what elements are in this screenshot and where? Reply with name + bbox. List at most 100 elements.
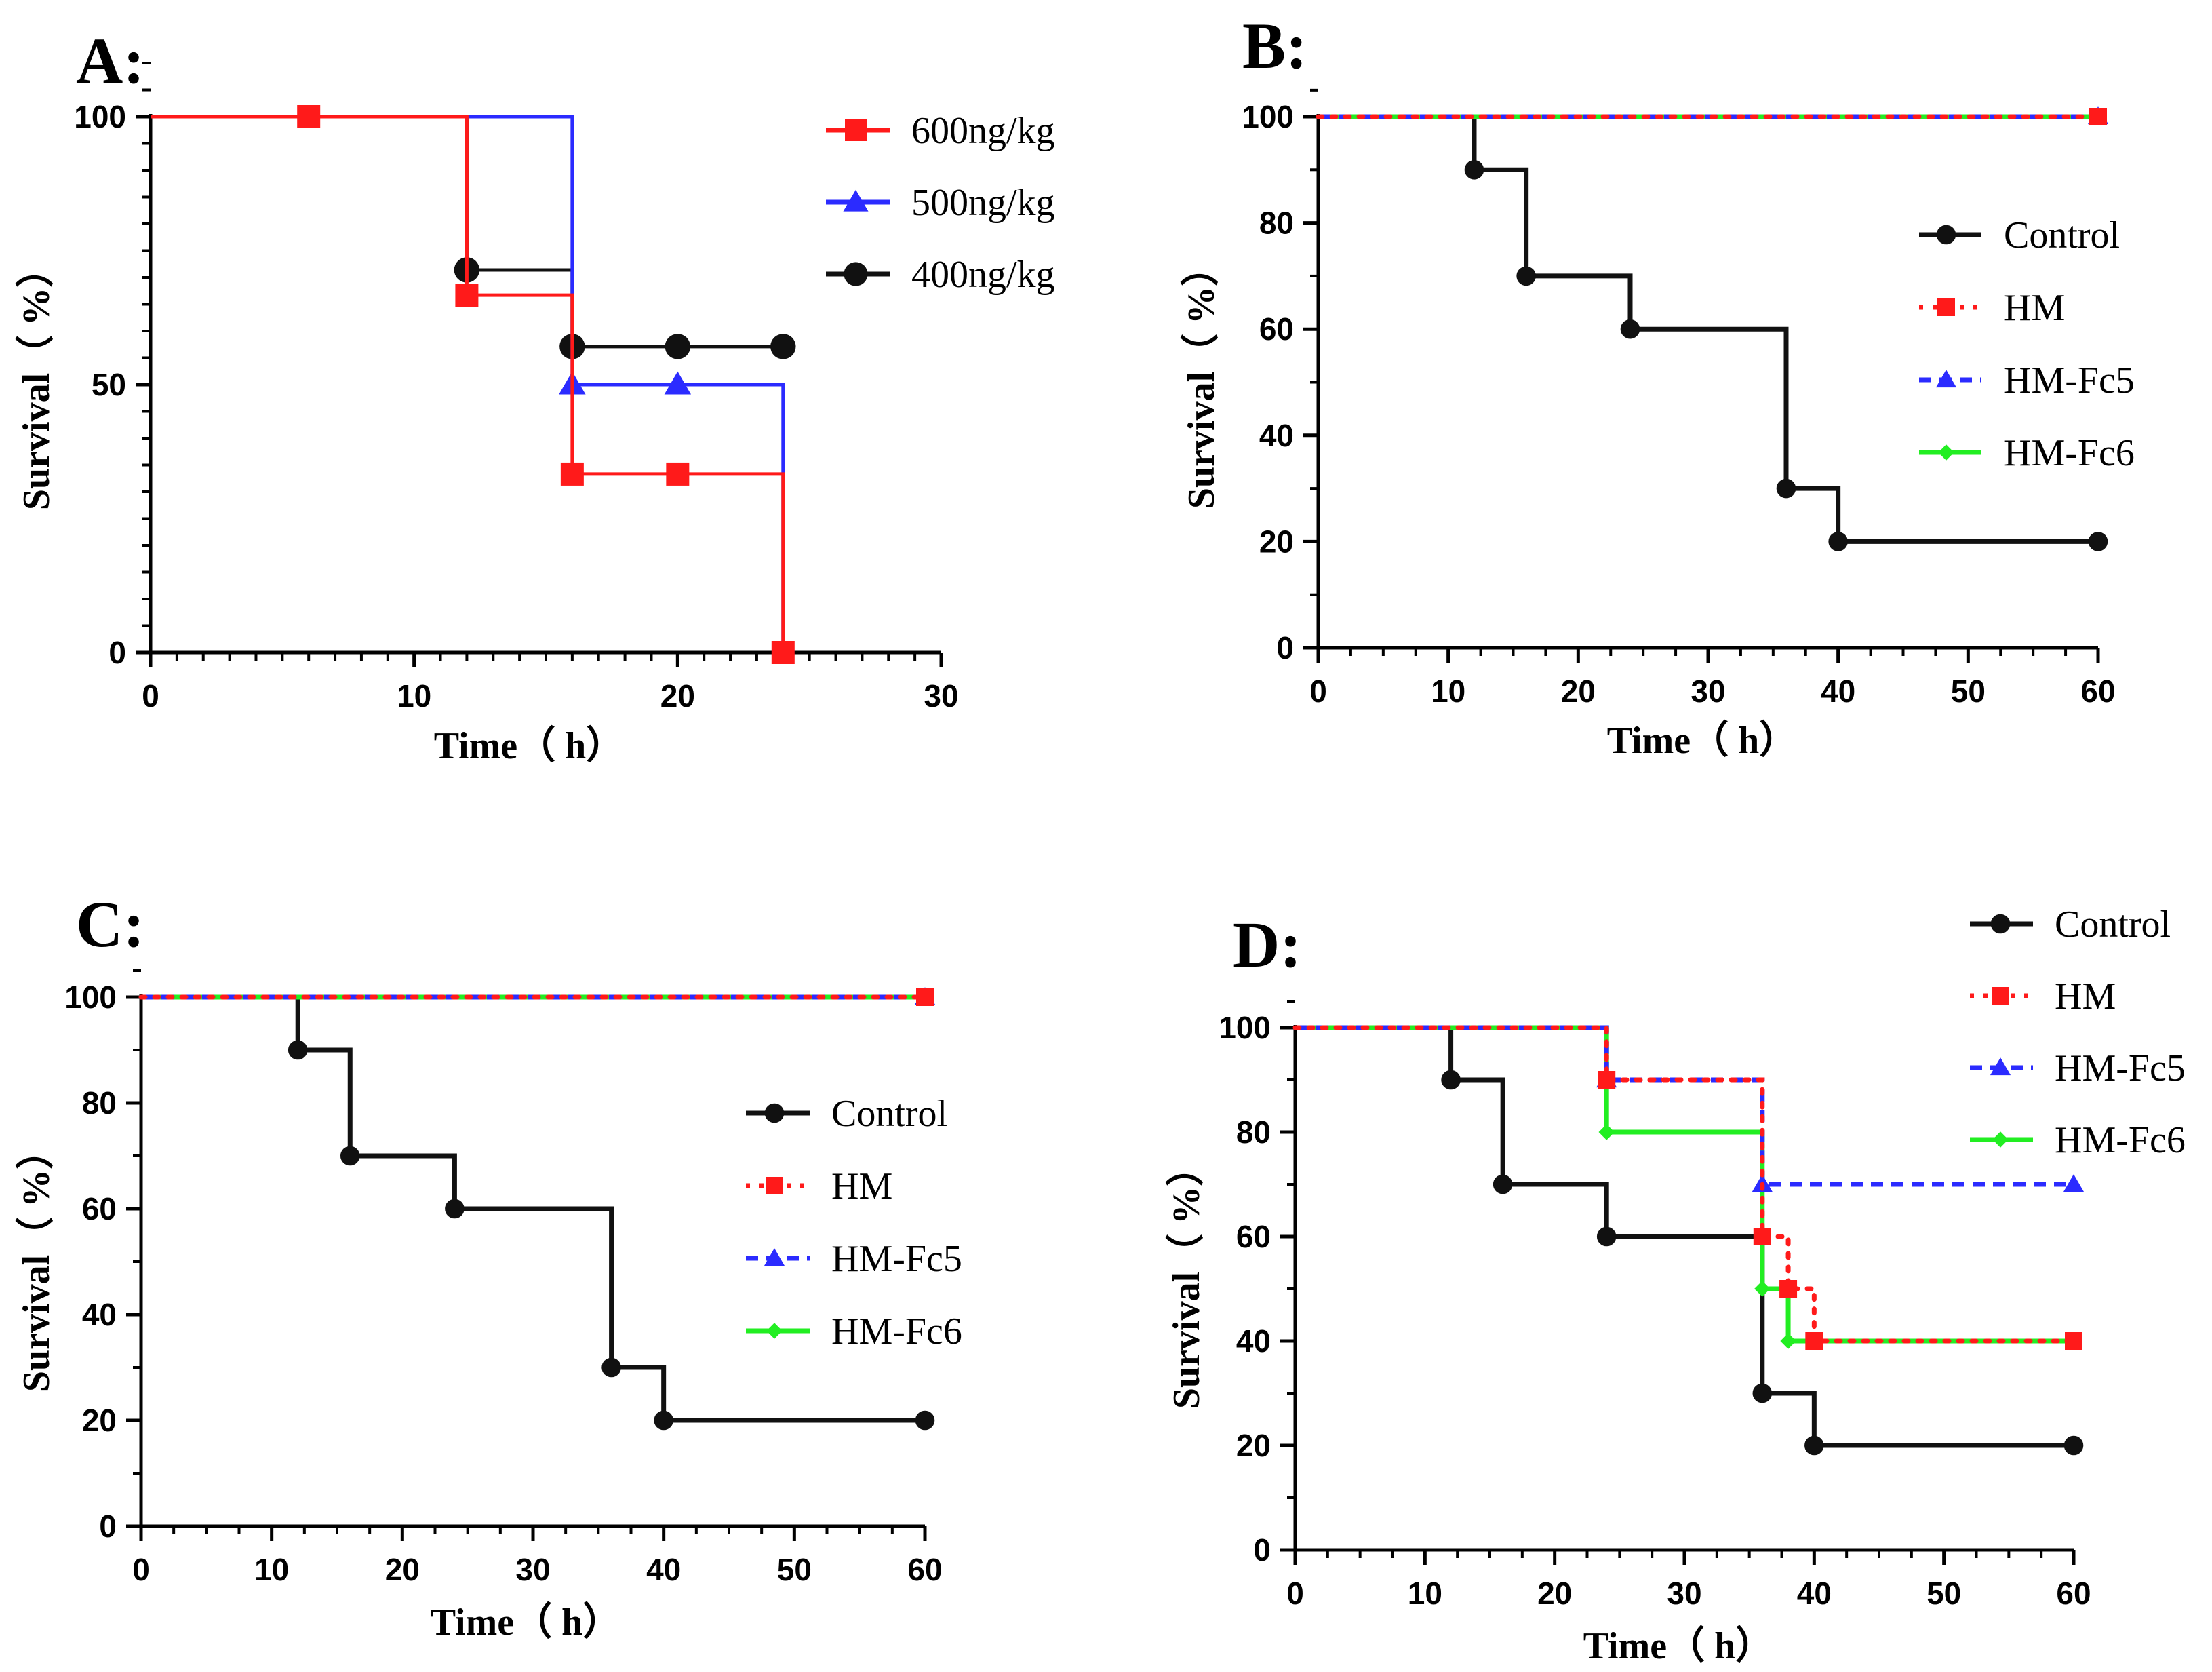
data-point-Control [1596,1226,1617,1247]
legend-label-HM-Fc5: HM-Fc5 [2004,359,2135,402]
legend-marker-HM-Fc6 [1938,444,1954,461]
legend-label-HM: HM [2004,287,2065,329]
data-point-HM [1753,1228,1771,1245]
data-point-HM [1779,1280,1798,1298]
data-point-HM-Fc5 [2063,1174,2085,1192]
series-line-HM [1292,1025,2076,1344]
data-point-Control [1493,1174,1513,1194]
data-point-Control [445,1199,465,1219]
x-tick-label: 20 [385,1552,420,1587]
data-point-Control [1752,1383,1773,1403]
series-600ng/kg [151,105,795,664]
series-line-Control [1318,114,2098,544]
series-HM-Fc6 [1295,1025,2082,1349]
data-point-Control [1828,532,1848,551]
legend-marker-HM-Fc6 [766,1323,783,1339]
x-tick-label: 30 [1667,1576,1701,1611]
data-point-Control [2063,1435,2084,1456]
x-tick-label: 50 [1927,1576,1961,1611]
y-tick-label: 40 [1259,418,1294,453]
series-line-HM-Fc5 [1295,1025,2074,1187]
legend-marker-HM-Fc5 [1990,1057,2011,1076]
data-point-Control [601,1357,621,1378]
y-tick-label: 80 [82,1085,117,1121]
legend-marker-HM-Fc5 [1935,370,1957,388]
legend-label-HM-Fc5: HM-Fc5 [831,1238,962,1280]
y-tick-label: 0 [108,635,126,670]
data-point-600ng/kg [666,462,690,486]
series-Control [1318,114,2108,551]
y-axis-title: Survival（ %） [15,1131,58,1392]
legend-label-HM-Fc6: HM-Fc6 [2055,1119,2186,1161]
y-tick-label: 40 [82,1297,117,1332]
y-tick-label: 80 [1259,206,1294,241]
legend: Control HM HM-Fc5 HM-Fc6 [1919,214,2135,474]
data-point-HM [2065,1332,2082,1350]
panel-label: A: [76,24,144,97]
y-axis-title: Survival（ %） [1180,248,1223,509]
x-tick-label: 20 [660,678,695,714]
data-point-HM [1805,1332,1823,1350]
y-tick-label: 0 [99,1509,117,1544]
data-point-Control [1516,266,1536,286]
x-tick-label: 30 [1691,674,1725,709]
legend-label-600ng/kg: 600ng/kg [911,110,1055,152]
y-tick-label: 20 [1236,1428,1271,1463]
series-HM [138,988,934,1006]
panel-b: B: 0 10 20 30 40 50 60 0 20 40 60 80 100 Time（ h） Survi… [1180,9,2135,762]
y-tick-label: 60 [1259,311,1294,347]
series-line-Control [141,994,925,1423]
data-point-HM-Fc6 [1754,1281,1771,1297]
x-tick-label: 50 [777,1552,812,1587]
panel-a: A: 0 10 20 30 0 50 100 Time（ h） Survival（ %） 600ng… [15,24,1055,767]
y-tick-label: 20 [82,1403,117,1438]
panel-label: D: [1233,908,1301,981]
x-tick-label: 20 [1561,674,1596,709]
x-tick-label: 0 [132,1552,150,1587]
series-line-Control [1295,1025,2074,1448]
x-tick-label: 60 [2056,1576,2091,1611]
legend-marker-HM-Fc6 [1992,1131,2009,1148]
data-point-Control [1620,319,1640,339]
series-line-600ng/kg [151,115,785,653]
legend-label-400ng/kg: 400ng/kg [911,254,1055,296]
series-HM-Fc5 [1295,1025,2085,1192]
data-point-HM [1598,1071,1616,1089]
y-tick-label: 80 [1236,1114,1271,1150]
x-tick-label: 0 [1309,674,1327,709]
x-axis-title: Time（ h） [1583,1625,1774,1667]
data-point-600ng/kg [771,641,795,664]
legend-marker-HM-Fc5 [764,1248,785,1266]
legend-label-Control: Control [831,1093,947,1135]
x-axis-title: Time（ h） [434,724,625,767]
x-tick-label: 50 [1951,674,1986,709]
x-tick-label: 10 [397,678,431,714]
x-tick-label: 40 [1821,674,1855,709]
data-point-Control [1776,478,1796,499]
data-point-500ng/kg [664,371,692,395]
panel-label: B: [1242,9,1307,82]
y-tick-label: 50 [92,367,126,402]
panel-d: D: 0 10 20 30 40 50 60 0 20 40 60 80 100 Time（ h） Survi… [1165,903,2186,1667]
y-tick-label: 60 [82,1191,117,1226]
data-point-Control [288,1040,308,1060]
series-Control [141,994,935,1431]
x-tick-label: 60 [2080,674,2115,709]
legend-marker-HM [1937,298,1955,316]
series-HM [1292,1025,2082,1350]
legend: Control HM HM-Fc5 HM-Fc6 [1970,903,2186,1161]
x-tick-label: 40 [1797,1576,1832,1611]
series-Control [1295,1025,2084,1456]
data-point-Control [1441,1070,1461,1090]
x-tick-label: 10 [1431,674,1465,709]
legend-label-Control: Control [2055,903,2171,946]
y-tick-label: 60 [1236,1219,1271,1254]
x-axis-title: Time（ h） [431,1601,621,1644]
y-tick-label: 100 [1242,99,1294,134]
x-tick-label: 10 [254,1552,289,1587]
y-tick-label: 0 [1253,1532,1271,1568]
y-axis-title: Survival（ %） [15,250,58,510]
x-tick-label: 30 [924,678,958,714]
data-point-HM [2089,108,2107,125]
